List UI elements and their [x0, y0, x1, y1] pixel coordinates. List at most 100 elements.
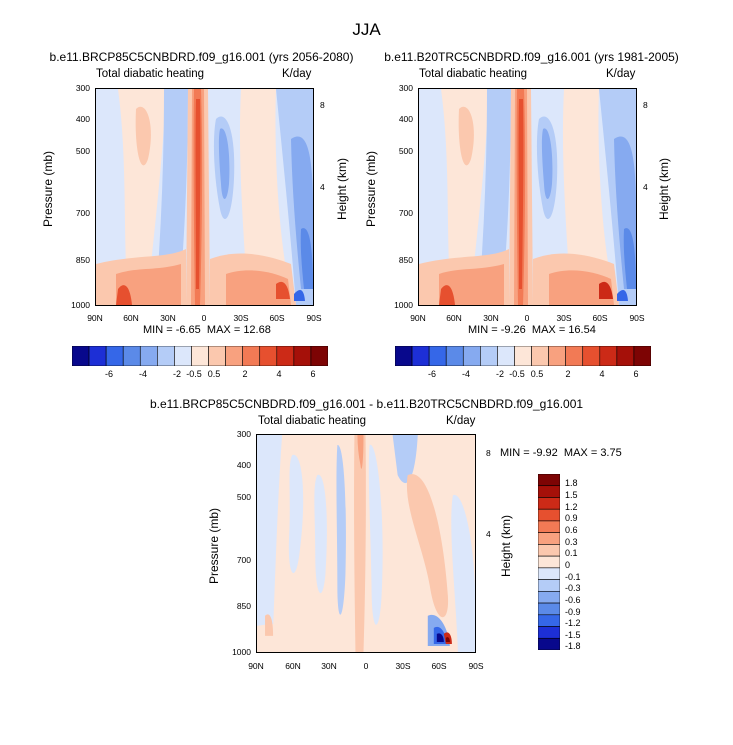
- contour-region: [368, 444, 383, 625]
- colorbar-label: 0: [565, 560, 571, 570]
- contour-region: [195, 99, 201, 289]
- x-tick: 90S: [629, 313, 645, 323]
- colorbar-swatch: [537, 544, 561, 557]
- colorbar: [71, 345, 329, 367]
- y-tick: 700: [398, 208, 413, 218]
- contour-region: [257, 435, 283, 652]
- colorbar-swatch: [139, 345, 158, 367]
- x-tick: 60N: [446, 313, 462, 323]
- x-tick: 90S: [306, 313, 322, 323]
- colorbar-label: 1.5: [565, 490, 578, 500]
- x-tick: 60S: [269, 313, 285, 323]
- heatmap-frame: [95, 88, 314, 306]
- figure-title: JJA: [352, 20, 381, 39]
- x-tick: 90N: [87, 313, 103, 323]
- colorbar-swatch: [537, 520, 561, 533]
- y-tick: 700: [236, 555, 251, 565]
- x-tick: 0: [524, 313, 530, 323]
- colorbar-label: 0.5: [207, 369, 221, 379]
- colorbar-label: 4: [599, 369, 605, 379]
- units-label: K/day: [282, 68, 312, 80]
- contour-region: [541, 128, 553, 199]
- colorbar-swatch: [259, 345, 278, 367]
- contour-region: [436, 633, 444, 642]
- colorbar-swatch: [582, 345, 601, 367]
- contour-region: [623, 228, 636, 289]
- y2-tick: 8: [486, 448, 491, 458]
- colorbar-label: 0.1: [565, 548, 578, 558]
- y-tick: 300: [75, 83, 90, 93]
- y-tick: 400: [398, 114, 413, 124]
- contour-region: [445, 637, 450, 642]
- min-label: MIN =: [468, 324, 498, 336]
- x-tick: 60S: [592, 313, 608, 323]
- left-subtitle: Total diabatic heating: [419, 68, 528, 80]
- colorbar-swatch: [537, 591, 561, 604]
- y2-tick: 4: [320, 182, 325, 192]
- colorbar-label: -0.6: [565, 595, 581, 605]
- min-max-readout: MIN = -6.65 MAX = 12.68: [143, 324, 271, 336]
- colorbar-label: 2: [242, 369, 248, 379]
- heatmap-frame: [256, 434, 476, 653]
- contour-region: [314, 474, 327, 594]
- left-subtitle: Total diabatic heating: [96, 68, 205, 80]
- y-axis-label: Pressure (mb): [41, 151, 55, 228]
- colorbar-swatches: [394, 345, 652, 367]
- contour-region: [265, 614, 274, 636]
- colorbar-swatch: [225, 345, 243, 367]
- x-tick: 30N: [483, 313, 499, 323]
- contour-region: [245, 107, 269, 236]
- contour-region: [158, 89, 188, 269]
- colorbar-swatch: [71, 345, 90, 367]
- min-value: -6.65: [175, 324, 201, 336]
- colorbar-swatches: [537, 473, 561, 651]
- y-axis-label: Pressure (mb): [364, 151, 378, 228]
- contour-region: [549, 270, 614, 305]
- colorbar-label: -0.5: [186, 369, 202, 379]
- contour-region: [116, 264, 181, 305]
- contour-region: [276, 281, 290, 299]
- left-subtitle: Total diabatic heating: [258, 415, 367, 427]
- colorbar-swatch: [565, 345, 584, 367]
- colorbar-label: 0.3: [565, 537, 578, 547]
- colorbar-swatch: [394, 345, 413, 367]
- colorbar-swatch: [616, 345, 635, 367]
- colorbar-label: -1.2: [565, 618, 581, 628]
- colorbar-swatch: [242, 345, 261, 367]
- colorbar-swatch: [411, 345, 430, 367]
- colorbar-swatch: [537, 473, 561, 487]
- y2-axis-label: Height (km): [335, 158, 349, 221]
- colorbar-label: -4: [138, 369, 147, 379]
- colorbar: [394, 345, 652, 367]
- colorbar-swatch: [122, 345, 141, 367]
- heatmap-plot: [96, 89, 313, 305]
- heatmap-plot: [257, 435, 475, 652]
- colorbar-label: 6: [633, 369, 639, 379]
- colorbar-swatch: [633, 345, 652, 367]
- max-label: MAX =: [206, 324, 241, 336]
- max-value: 3.75: [600, 447, 622, 459]
- max-label: MAX =: [531, 324, 566, 336]
- colorbar-label: -1.8: [565, 641, 581, 651]
- contour-region: [568, 107, 592, 236]
- max-value: 12.68: [243, 324, 271, 336]
- min-label: MIN =: [500, 447, 530, 459]
- contour-region: [135, 106, 151, 166]
- contour-region: [458, 106, 474, 166]
- colorbar-swatch: [531, 345, 549, 367]
- units-label: K/day: [606, 68, 636, 80]
- y-tick: 500: [398, 146, 413, 156]
- colorbar-label: 4: [276, 369, 282, 379]
- y-tick: 850: [398, 255, 413, 265]
- colorbar-swatch: [514, 345, 532, 367]
- panel-title: b.e11.B20TRC5CNBDRD.f09_g16.001 (yrs 198…: [384, 50, 679, 64]
- contour-region: [257, 620, 348, 652]
- heatmap-plot: [419, 89, 636, 305]
- colorbar-swatch: [537, 497, 561, 510]
- x-tick: 30S: [395, 661, 411, 671]
- colorbar-swatch: [88, 345, 107, 367]
- colorbar-swatch: [537, 508, 561, 522]
- colorbar-label: 2: [565, 369, 571, 379]
- colorbar-swatch: [599, 345, 618, 367]
- colorbar-swatch: [537, 637, 561, 651]
